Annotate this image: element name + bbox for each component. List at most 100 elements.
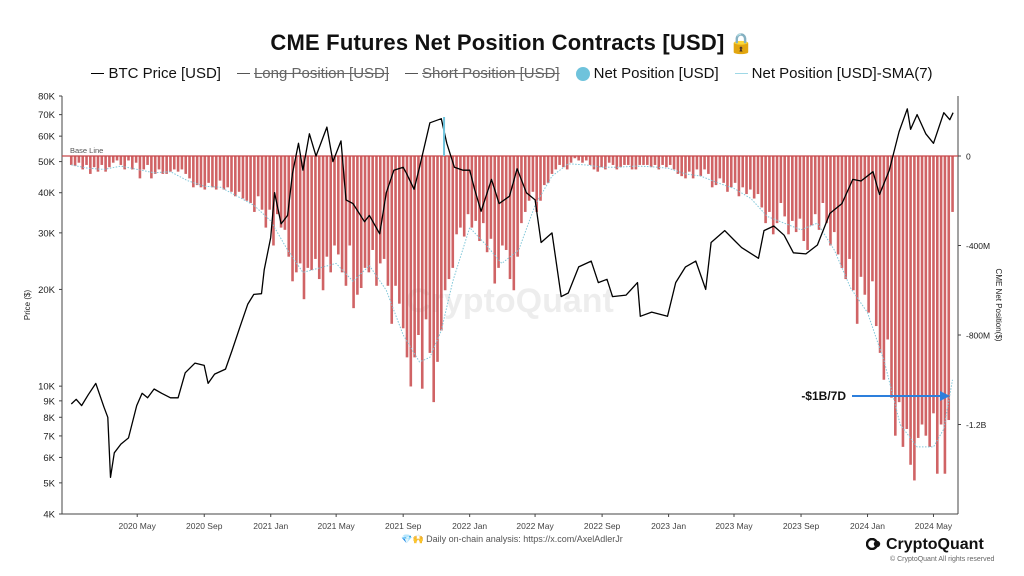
left-tick-label: 8K [43,413,55,424]
net-position-bar [367,156,371,273]
net-position-bar [588,156,592,165]
net-position-bar [882,156,886,380]
net-position-bar [378,156,382,264]
cryptoquant-logo-icon [865,537,882,551]
net-position-bar [623,156,626,165]
legend-label: Net Position [USD] [593,65,719,82]
net-position-bar [180,156,184,170]
net-position-bar [207,156,210,183]
net-position-bar [275,156,279,215]
x-tick-label: 2024 Jan [850,521,885,531]
legend: BTC Price [USD] Long Position [USD] Short … [0,65,1024,82]
net-position-bar [344,156,348,286]
net-position-bar [768,156,771,212]
net-position-bar [459,156,462,228]
net-position-bar [329,156,332,273]
left-tick-label: 9K [43,396,55,407]
net-position-bar [333,156,336,246]
net-position-bar [813,156,817,215]
net-position-bar [195,156,199,186]
net-position-bar [428,156,432,353]
net-position-bar [359,156,363,289]
net-position-bar [539,156,542,201]
net-position-bar [935,156,939,474]
net-position-bar [340,156,344,273]
x-tick-label: 2021 Jan [253,521,288,531]
chart-title: CME Futures Net Position Contracts [USD]… [0,30,1024,56]
net-position-bar [478,156,481,242]
net-position-bar [569,156,573,163]
net-position-bar [371,156,374,250]
net-position-bar [836,156,840,255]
net-position-bar [668,156,672,165]
legend-swatch [405,73,419,74]
net-position-bar [943,156,947,474]
net-position-bar [100,156,104,165]
legend-item[interactable]: Short Position [USD] [405,65,560,82]
net-position-bar [253,156,256,212]
net-position-bar [260,156,264,210]
net-position-bar [749,156,752,190]
net-position-bar [241,156,245,199]
net-position-bar [703,156,706,170]
net-position-bar [234,156,237,197]
net-position-bar [295,156,298,273]
net-position-bar [451,156,455,268]
net-position-bar [840,156,844,268]
net-position-bar [146,156,149,165]
net-position-bar [939,156,943,425]
net-position-bar [108,156,111,168]
copyright: © CryptoQuant All rights reserved [890,556,995,563]
net-position-bar [832,156,836,233]
net-position-bar [577,156,580,161]
net-position-bar [626,156,630,165]
net-position-bar [928,156,931,447]
x-tick-label: 2020 Sep [186,521,223,531]
net-position-bar [77,156,81,163]
right-tick-label: -800M [966,331,990,341]
net-position-bar [504,156,508,250]
net-position-bar [466,156,470,215]
left-tick-label: 70K [38,110,56,121]
net-position-bar [230,156,233,192]
net-position-bar [615,156,619,170]
net-position-bar [420,156,424,389]
lock-icon: 🔒 [728,33,754,55]
left-tick-label: 40K [38,188,56,199]
net-position-bar [188,156,191,179]
net-position-bar [779,156,783,203]
net-position-bar [852,156,855,291]
net-position-bar [89,156,92,174]
net-position-bar [142,156,146,170]
baseline-label: Base Line [70,146,103,155]
left-tick-label: 20K [38,285,56,296]
net-position-bar [909,156,912,465]
legend-item[interactable]: Net Position [USD]-SMA(7) [734,65,933,82]
net-position-bar [543,156,546,186]
net-position-bar [619,156,622,168]
net-position-bar [211,156,214,188]
net-position-bar [424,156,428,320]
net-position-bar [565,156,569,170]
net-position-bar [237,156,241,192]
legend-item[interactable]: BTC Price [USD] [91,65,221,82]
net-position-bar [554,156,558,170]
net-position-bar [138,156,142,179]
net-position-bar [535,156,539,212]
legend-item[interactable]: Long Position [USD] [236,65,389,82]
net-position-bar [127,156,130,161]
net-position-bar [92,156,96,168]
net-position-bar [920,156,924,425]
x-tick-label: 2021 May [317,521,355,531]
legend-item[interactable]: Net Position [USD] [575,65,719,82]
net-position-bar [531,156,535,192]
net-position-bar [169,156,172,172]
net-position-bar [104,156,107,172]
net-position-bar [592,156,596,170]
x-tick-label: 2022 Sep [584,521,621,531]
left-tick-label: 5K [43,478,55,489]
annotation-label: -$1B/7D [801,389,846,403]
net-position-bar [436,156,439,362]
legend-label: Short Position [USD] [422,65,560,82]
net-position-bar [256,156,260,197]
